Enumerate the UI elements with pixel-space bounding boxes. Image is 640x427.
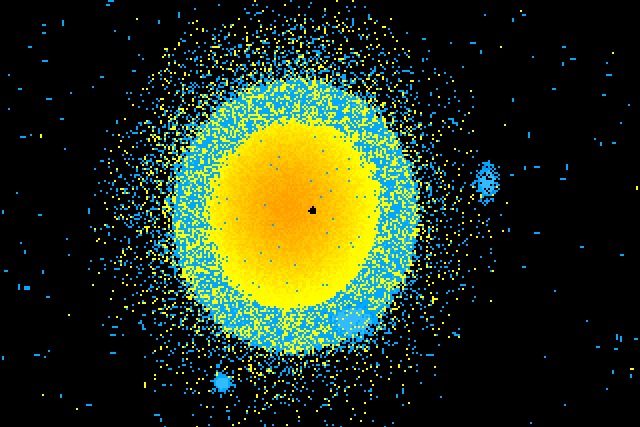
density-plot-canvas <box>0 0 640 427</box>
density-visualization <box>0 0 640 427</box>
